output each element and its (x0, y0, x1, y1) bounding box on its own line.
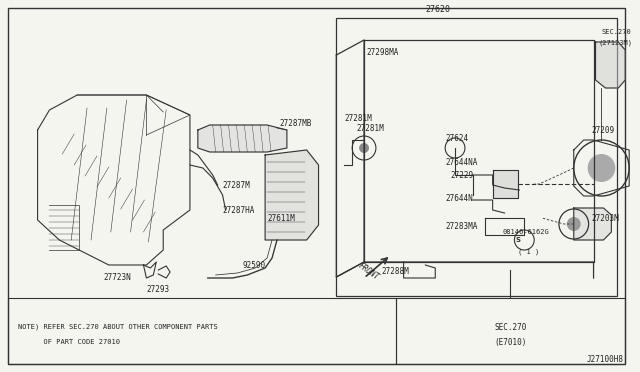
Text: 27293: 27293 (147, 285, 170, 295)
Polygon shape (574, 208, 611, 240)
Text: 27624: 27624 (445, 134, 468, 142)
Text: 27620: 27620 (426, 5, 451, 14)
Text: OF PART CODE 27010: OF PART CODE 27010 (18, 339, 120, 345)
Text: SEC.270: SEC.270 (602, 29, 631, 35)
Polygon shape (198, 125, 287, 152)
Bar (396, 298, 625, 364)
Text: NOTE) REFER SEC.270 ABOUT OTHER COMPONENT PARTS: NOTE) REFER SEC.270 ABOUT OTHER COMPONEN… (18, 324, 218, 330)
Text: 27281M: 27281M (356, 124, 384, 132)
Text: 27298MA: 27298MA (366, 48, 399, 57)
Text: ( 1 ): ( 1 ) (518, 249, 540, 255)
Text: 27723N: 27723N (104, 273, 132, 282)
Text: 27281M: 27281M (344, 113, 372, 122)
Text: J27100H8: J27100H8 (586, 356, 623, 365)
Text: 27611M: 27611M (267, 214, 295, 222)
Polygon shape (596, 42, 625, 88)
Circle shape (588, 154, 615, 182)
Polygon shape (493, 170, 518, 198)
Text: 27203M: 27203M (591, 214, 620, 222)
Text: 27644N: 27644N (445, 193, 473, 202)
Text: 92590: 92590 (243, 260, 266, 269)
Text: FRONT: FRONT (356, 262, 380, 282)
Text: 27229: 27229 (450, 170, 473, 180)
Text: 08146-6162G: 08146-6162G (502, 229, 549, 235)
Bar (337, 18, 618, 296)
Bar (8, 298, 396, 364)
Text: 27283MA: 27283MA (445, 221, 477, 231)
Text: 27287HA: 27287HA (223, 205, 255, 215)
Text: 27209: 27209 (591, 125, 614, 135)
Circle shape (567, 217, 580, 231)
Text: (27123M): (27123M) (598, 40, 632, 46)
Text: 27288M: 27288M (382, 267, 410, 276)
Text: 27287MB: 27287MB (279, 119, 311, 128)
Polygon shape (265, 150, 319, 240)
Text: (E7010): (E7010) (494, 337, 527, 346)
Circle shape (359, 143, 369, 153)
Text: 27287M: 27287M (223, 180, 250, 189)
Text: 27644NA: 27644NA (445, 157, 477, 167)
Text: SEC.270: SEC.270 (494, 323, 527, 331)
Text: S: S (516, 237, 521, 243)
